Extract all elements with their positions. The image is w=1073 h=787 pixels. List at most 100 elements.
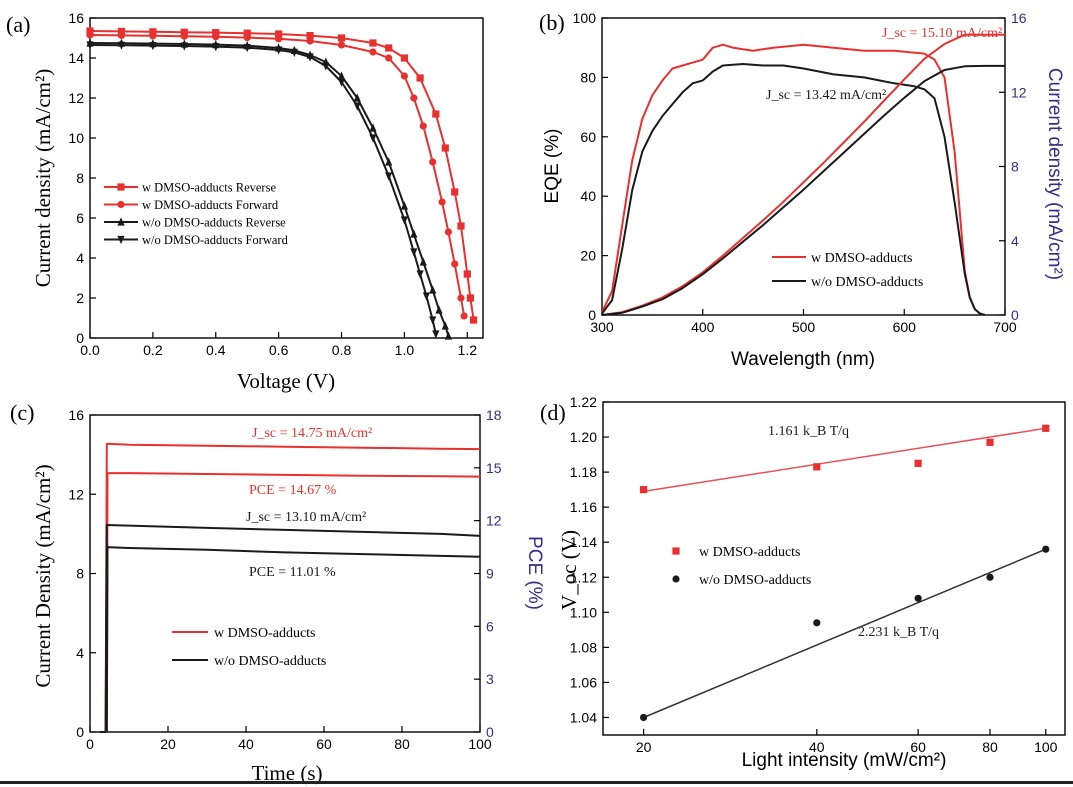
- panel-c-xtick-label: 20: [160, 736, 176, 752]
- panel-d-marker: [986, 573, 994, 581]
- panel-a-marker: [451, 188, 459, 196]
- panel-d-marker: [986, 438, 994, 446]
- panel-a-marker: [353, 102, 361, 111]
- panel-d-legend-marker: [672, 575, 680, 583]
- panel-a-marker: [460, 312, 468, 320]
- panel-c-series-line: [105, 472, 481, 733]
- panel-a-xlabel: Voltage (V): [237, 369, 335, 393]
- panel-a-xtick-label: 1.0: [395, 342, 415, 358]
- panel-a-marker: [429, 316, 437, 325]
- panel-b-ytick-label: 40: [580, 188, 596, 204]
- panel-a-marker: [416, 74, 424, 82]
- panel-a-marker: [400, 201, 408, 210]
- panel-c-ytick-right-label: 3: [486, 671, 494, 687]
- panel-a-marker: [419, 257, 427, 266]
- panel-a-xtick-label: 0.8: [332, 342, 352, 358]
- panel-d-fit-line: [643, 427, 1046, 493]
- panel-a-marker: [275, 46, 283, 55]
- panel-a-marker: [419, 122, 427, 130]
- panel-d-xlabel: Light intensity (mW/cm²): [742, 750, 947, 771]
- panel-d-annotation-wo: 2.231 k_B T/q: [858, 625, 939, 640]
- panel-b-ytick-right-label: 16: [1011, 10, 1027, 26]
- panel-a-marker: [385, 172, 393, 181]
- panel-c-series-line: [99, 524, 481, 733]
- panel-a-ytick-label: 0: [76, 330, 84, 346]
- panel-a-marker: [180, 28, 188, 36]
- panel-a-marker: [306, 37, 314, 45]
- panel-b-plot-frame: [601, 17, 1006, 316]
- panel-a-series-line: [89, 44, 437, 335]
- panel-a-marker: [444, 228, 453, 236]
- panel-a-marker: [400, 72, 408, 80]
- panel-b-ylabel: EQE (%): [542, 129, 563, 204]
- panel-b-ytick-right-label: 4: [1011, 233, 1019, 249]
- panel-a-ytick-label: 6: [76, 210, 84, 226]
- panel-a-xtick-label: 0.0: [80, 342, 100, 358]
- panel-a-ytick-label: 14: [68, 50, 84, 66]
- panel-d-xtick-label: 80: [982, 739, 998, 755]
- panel-a-ylabel: Current density (mA/cm²): [31, 69, 55, 288]
- panel-d-marker: [813, 619, 821, 627]
- panel-b-legend-label: w/o DMSO-adducts: [811, 275, 923, 290]
- panel-d-ytick-label: 1.08: [570, 639, 597, 655]
- panel-b-eqe: (b) Wavelength (nm) EQE (%) Current dens…: [539, 10, 1065, 370]
- panel-a-marker: [149, 42, 157, 51]
- panel-c-ytick-label: 0: [76, 724, 84, 740]
- panel-a-legend-marker: [117, 183, 125, 191]
- panel-a-marker: [322, 62, 330, 71]
- panel-a-marker: [369, 39, 377, 47]
- panel-b-ytick-right-label: 12: [1011, 84, 1027, 100]
- panel-c-xtick-label: 100: [468, 736, 492, 752]
- panel-d-xtick-label: 60: [910, 739, 926, 755]
- panel-c-ytick-label: 8: [76, 566, 84, 582]
- panel-c-ytick-right-label: 15: [486, 460, 502, 476]
- panel-a-marker: [212, 29, 220, 37]
- panel-a-legend-label: w DMSO-adducts Forward: [142, 198, 279, 212]
- panel-a-marker: [337, 78, 346, 87]
- panel-a-marker: [422, 292, 431, 301]
- panel-c-annotation-jsc-wo: J_sc = 13.10 mA/cm²: [246, 510, 366, 525]
- panel-a-marker: [416, 270, 424, 279]
- panel-a-marker: [306, 53, 314, 62]
- panel-d-marker: [813, 463, 821, 471]
- panel-c-ytick-label: 12: [68, 486, 84, 502]
- panel-d-legend-label: w DMSO-adducts: [699, 545, 801, 560]
- panel-a-marker: [117, 31, 126, 39]
- panel-a-legend-marker: [117, 235, 125, 245]
- panel-a-marker: [466, 294, 475, 302]
- panel-a-ytick-label: 12: [68, 90, 84, 106]
- panel-b-series-line: [601, 33, 1005, 316]
- panel-d-ytick-label: 1.16: [570, 499, 597, 515]
- panel-a-marker: [369, 48, 377, 56]
- panel-b-ylabel-right: Current density (mA/cm²): [1044, 68, 1065, 280]
- panel-c-stability: (c) Time (s) Current Density (mA/cm²) PC…: [10, 400, 545, 785]
- panel-a-legend-label: w DMSO-adducts Reverse: [142, 181, 276, 195]
- panel-d-marker: [914, 594, 922, 602]
- panel-a-marker: [432, 330, 440, 339]
- panel-a-marker: [86, 41, 94, 50]
- panel-d-marker: [640, 713, 648, 722]
- panel-a-marker: [385, 54, 393, 62]
- panel-c-legend-label: w DMSO-adducts: [214, 626, 316, 641]
- panel-c-ytick-label: 4: [76, 645, 84, 661]
- panel-c-ytick-right-label: 6: [486, 618, 494, 634]
- panel-a-marker: [180, 32, 188, 40]
- panel-a-xtick-label: 0.6: [269, 342, 289, 358]
- panel-b-annotation-wo: J_sc = 13.42 mA/cm²: [766, 88, 886, 103]
- panel-a-xtick-label: 1.2: [458, 342, 478, 358]
- panel-c-ytick-label: 16: [68, 407, 84, 423]
- panel-b-xtick-label: 400: [691, 319, 715, 335]
- panel-d-ytick-label: 1.10: [570, 604, 597, 620]
- panel-a-marker: [353, 93, 361, 102]
- panel-d-xtick-label: 20: [636, 739, 652, 755]
- panel-b-xtick-label: 300: [590, 319, 614, 335]
- panel-a-marker: [429, 285, 437, 294]
- panel-d-ytick-label: 1.04: [570, 709, 597, 725]
- panel-d-ytick-label: 1.22: [570, 394, 597, 410]
- panel-d-ytick-label: 1.18: [570, 464, 597, 480]
- panel-a-marker: [457, 222, 465, 230]
- panel-c-ytick-right-label: 18: [486, 407, 502, 423]
- panel-d-marker: [914, 459, 922, 467]
- panel-a-marker: [86, 27, 94, 35]
